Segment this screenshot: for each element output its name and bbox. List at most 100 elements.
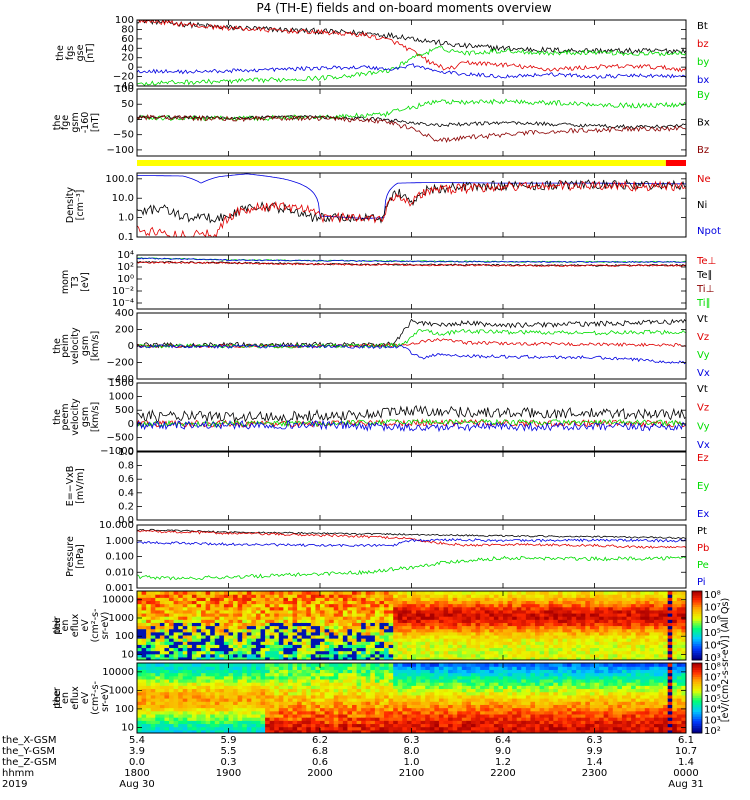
heatmap-cell (594, 641, 600, 645)
heatmap-cell (480, 656, 486, 660)
heatmap-cell (676, 634, 683, 639)
heatmap-cell (457, 675, 463, 680)
heatmap-cell (141, 701, 147, 705)
heatmap-cell (219, 656, 225, 660)
series-group-pressure (137, 528, 686, 581)
heatmap-cell (516, 644, 522, 649)
heatmap-cell (370, 707, 376, 712)
heatmap-cell (521, 631, 527, 636)
heatmap-cell (425, 720, 431, 725)
heatmap-cell (223, 685, 230, 690)
heatmap-cell (292, 707, 298, 712)
heatmap-cell (347, 675, 353, 680)
heatmap-cell (448, 641, 454, 645)
heatmap-cell (530, 603, 536, 608)
heatmap-cell (228, 713, 234, 718)
heatmap-cell (653, 600, 660, 605)
heatmap-cell (672, 606, 678, 611)
heatmap-cell (320, 691, 326, 696)
heatmap-cell (265, 707, 271, 712)
heatmap-cell (214, 701, 220, 705)
heatmap-cell (196, 653, 202, 658)
heatmap-cell (338, 704, 344, 709)
heatmap-cell (297, 612, 303, 617)
heatmap-cell (228, 675, 234, 680)
heatmap-cell (402, 669, 408, 674)
heatmap-cell (434, 694, 440, 699)
heatmap-cell (260, 622, 266, 627)
heatmap-cell (320, 688, 326, 693)
heatmap-cell (278, 666, 284, 670)
heatmap-cell (420, 720, 426, 725)
heatmap-cell (621, 647, 628, 652)
heatmap-cell (429, 616, 435, 620)
heatmap-cell (315, 622, 321, 627)
heatmap-cell (617, 609, 623, 614)
heatmap-cell (617, 644, 623, 649)
y-tick-label: −20 (113, 72, 134, 83)
heatmap-cell (539, 597, 545, 602)
heatmap-cell (443, 713, 449, 718)
heatmap-cell (489, 694, 495, 699)
heatmap-cell (361, 710, 367, 715)
heatmap-cell (301, 612, 307, 617)
heatmap-cell (489, 701, 495, 705)
heatmap-cell (434, 653, 440, 658)
heatmap-cell (393, 678, 399, 683)
heatmap-cell (626, 616, 632, 620)
y-tick-label: 10 (121, 650, 134, 661)
heatmap-cell (265, 634, 271, 639)
heatmap-cell (420, 625, 426, 630)
heatmap-cell (416, 729, 422, 733)
heatmap-cell (406, 685, 413, 690)
heatmap-cell (525, 606, 532, 611)
heatmap-cell (384, 656, 390, 660)
heatmap-cell (324, 691, 330, 696)
heatmap-cell (269, 675, 275, 680)
heatmap-cell (530, 666, 536, 670)
heatmap-cell (347, 634, 353, 639)
heatmap-cell (187, 704, 193, 709)
heatmap-cell (219, 666, 225, 670)
heatmap-cell (503, 710, 509, 715)
heatmap-cell (493, 707, 500, 712)
heatmap-cell (237, 641, 243, 645)
heatmap-cell (287, 729, 294, 733)
heatmap-cell (255, 634, 262, 639)
heatmap-cell (246, 729, 252, 733)
heatmap-cell (544, 628, 550, 633)
heatmap-cell (608, 616, 614, 620)
heatmap-cell (397, 609, 403, 614)
heatmap-cell (658, 628, 664, 633)
heatmap-cell (384, 644, 390, 649)
heatmap-cell (159, 622, 166, 627)
heatmap-cell (393, 616, 399, 620)
heatmap-cell (470, 717, 477, 721)
heatmap-cell (457, 600, 463, 605)
heatmap-cell (384, 717, 390, 721)
heatmap-cell (150, 603, 156, 608)
heatmap-cell (576, 616, 582, 620)
heatmap-cell (434, 628, 440, 633)
heatmap-cell (384, 663, 390, 667)
heatmap-cell (397, 713, 403, 718)
heatmap-cell (571, 625, 577, 630)
heatmap-cell (539, 647, 545, 652)
heatmap-cell (141, 600, 147, 605)
heatmap-cell (525, 698, 532, 702)
y-axis-label: eflux (70, 613, 81, 637)
series-line-Pi (137, 538, 686, 548)
heatmap-cell (324, 713, 330, 718)
heatmap-cell (676, 628, 683, 633)
heatmap-cell (525, 710, 532, 715)
heatmap-cell (653, 594, 660, 598)
heatmap-cell (205, 691, 211, 696)
heatmap-cell (159, 720, 166, 725)
heatmap-cell (416, 720, 422, 725)
heatmap-cell (150, 641, 156, 645)
heatmap-cell (589, 644, 596, 649)
heatmap-cell (169, 603, 175, 608)
heatmap-cell (260, 675, 266, 680)
heatmap-cell (242, 612, 248, 617)
heatmap-cell (521, 606, 527, 611)
